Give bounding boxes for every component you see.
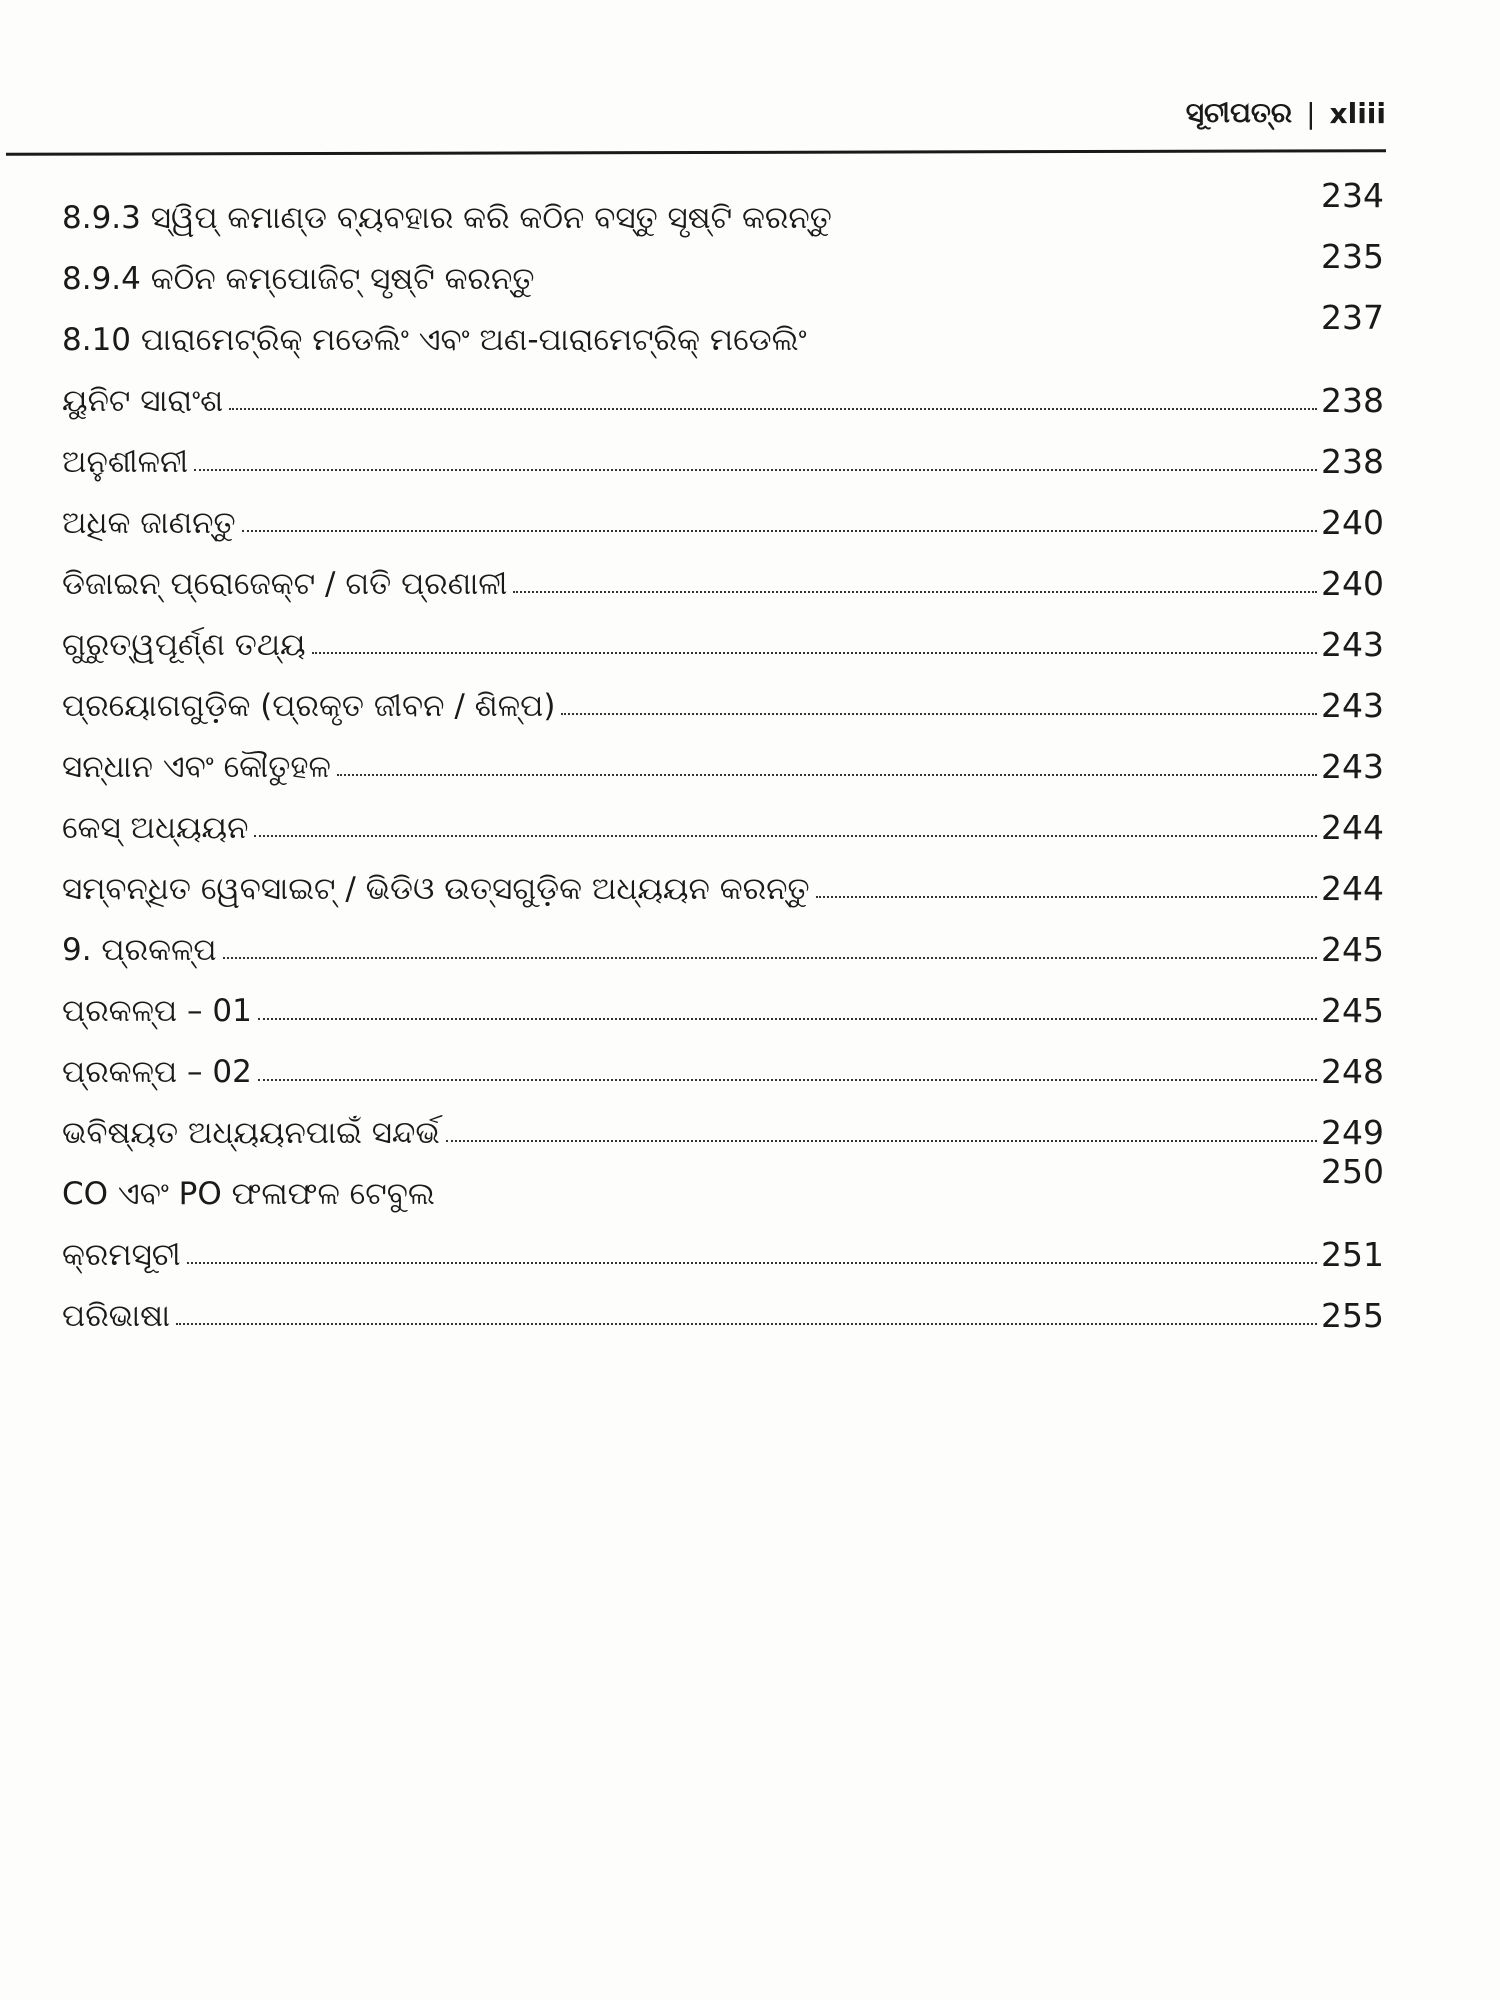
toc-entry-page: 248 xyxy=(1321,1052,1384,1091)
toc-entry-page: 245 xyxy=(1321,991,1384,1030)
toc-entry-page: 244 xyxy=(1321,869,1384,908)
header-title: ସୂଚୀପତ୍ର xyxy=(1185,96,1293,129)
toc-entry[interactable]: ପରିଭାଷା 255 xyxy=(62,1274,1384,1335)
toc-entry-label: CO ଏବଂ PO ଫଳାଫଳ ଟେବୁଲ xyxy=(62,1176,435,1212)
running-header: ସୂଚୀପତ୍ର | xliii xyxy=(1186,96,1386,130)
toc-entry-page: 235 xyxy=(1321,237,1384,276)
dot-leader xyxy=(176,1323,1317,1325)
dot-leader xyxy=(241,530,1317,532)
toc-entry-page: 238 xyxy=(1321,381,1384,420)
toc-entry[interactable]: 8.9.4 କଠିନ କମ୍ପୋଜିଟ୍ ସୃଷ୍ଟି କରନ୍ତୁ 235 xyxy=(62,237,1384,298)
header-separator: | xyxy=(1306,96,1316,130)
header-rule xyxy=(5,149,1387,156)
toc-entry[interactable]: 8.10 ପାରାମେଟ୍ରିକ୍ ମଡେଲିଂ ଏବଂ ଅଣ-ପାରାମେଟ୍… xyxy=(62,298,1384,359)
toc-entry-label: ଅଧିକ ଜାଣନ୍ତୁ xyxy=(62,505,236,541)
dot-leader xyxy=(311,652,1317,654)
toc-entry-label: ପ୍ରକଳ୍ପ – 02 xyxy=(62,1054,252,1090)
header-page-number: xliii xyxy=(1329,96,1386,130)
toc-entry-label: 9. ପ୍ରକଳ୍ପ xyxy=(62,932,217,968)
toc-entry-label: କ୍ରମସୂଚୀ xyxy=(62,1237,181,1273)
toc-entry[interactable]: ପ୍ରୟୋଗଗୁଡ଼ିକ (ପ୍ରକୃତ ଜୀବନ / ଶିଳ୍ପ) 243 xyxy=(62,664,1384,725)
toc-entry[interactable]: ଭବିଷ୍ୟତ ଅଧ୍ୟୟନପାଇଁ ସନ୍ଦର୍ଭ 249 xyxy=(62,1091,1384,1152)
toc-entry[interactable]: CO ଏବଂ PO ଫଳାଫଳ ଟେବୁଲ 250 xyxy=(62,1152,1384,1213)
toc-entry-page: 243 xyxy=(1321,686,1384,725)
toc-entry-label: ଭବିଷ୍ୟତ ଅଧ୍ୟୟନପାଇଁ ସନ୍ଦର୍ଭ xyxy=(62,1115,440,1151)
toc-entry-label: ପ୍ରୟୋଗଗୁଡ଼ିକ (ପ୍ରକୃତ ଜୀବନ / ଶିଳ୍ପ) xyxy=(62,688,556,724)
dot-leader xyxy=(229,408,1317,410)
dot-leader xyxy=(257,1018,1317,1020)
toc-entry-page: 234 xyxy=(1321,176,1384,215)
toc-entry-page: 249 xyxy=(1321,1113,1384,1152)
toc-entry[interactable]: କ୍ରମସୂଚୀ 251 xyxy=(62,1213,1384,1274)
dot-leader xyxy=(336,774,1317,776)
toc-entry-page: 240 xyxy=(1321,564,1384,603)
table-of-contents: 8.9.3 ସ୍ୱିପ୍ କମାଣ୍ଡ ବ୍ୟବହାର କରି କଠିନ ବସ୍… xyxy=(62,176,1384,1335)
toc-entry-label: ପରିଭାଷା xyxy=(62,1298,171,1334)
toc-entry-page: 237 xyxy=(1321,298,1384,337)
dot-leader xyxy=(194,469,1317,471)
toc-entry[interactable]: ପ୍ରକଳ୍ପ – 02 248 xyxy=(62,1030,1384,1091)
toc-entry-label: କେସ୍ ଅଧ୍ୟୟନ xyxy=(62,810,249,846)
toc-entry-label: ଅନୁଶୀଳନୀ xyxy=(62,444,189,480)
toc-entry[interactable]: ସନ୍ଧାନ ଏବଂ କୌତୁହଳ 243 xyxy=(62,725,1384,786)
toc-entry-label: 8.9.4 କଠିନ କମ୍ପୋଜିଟ୍ ସୃଷ୍ଟି କରନ୍ତୁ xyxy=(62,261,535,297)
dot-leader xyxy=(445,1140,1317,1142)
dot-leader xyxy=(186,1262,1317,1264)
toc-entry-label: ୟୁନିଟ ସାରାଂଶ xyxy=(62,383,224,419)
toc-entry[interactable]: ୟୁନିଟ ସାରାଂଶ 238 xyxy=(62,359,1384,420)
dot-leader xyxy=(254,835,1317,837)
toc-entry[interactable]: କେସ୍ ଅଧ୍ୟୟନ 244 xyxy=(62,786,1384,847)
toc-entry-page: 250 xyxy=(1321,1152,1384,1191)
toc-entry-label: 8.10 ପାରାମେଟ୍ରିକ୍ ମଡେଲିଂ ଏବଂ ଅଣ-ପାରାମେଟ୍… xyxy=(62,322,807,358)
toc-entry[interactable]: ସମ୍ବନ୍ଧିତ ୱେବସାଇଟ୍ / ଭିଡିଓ ଉତ୍ସଗୁଡ଼ିକ ଅଧ… xyxy=(62,847,1384,908)
toc-entry-page: 240 xyxy=(1321,503,1384,542)
toc-entry-label: 8.9.3 ସ୍ୱିପ୍ କମାଣ୍ଡ ବ୍ୟବହାର କରି କଠିନ ବସ୍… xyxy=(62,200,832,236)
toc-entry[interactable]: 9. ପ୍ରକଳ୍ପ 245 xyxy=(62,908,1384,969)
toc-entry[interactable]: 8.9.3 ସ୍ୱିପ୍ କମାଣ୍ଡ ବ୍ୟବହାର କରି କଠିନ ବସ୍… xyxy=(62,176,1384,237)
toc-entry[interactable]: ଅନୁଶୀଳନୀ 238 xyxy=(62,420,1384,481)
toc-entry-page: 243 xyxy=(1321,625,1384,664)
toc-entry-page: 255 xyxy=(1321,1296,1384,1335)
toc-entry[interactable]: ପ୍ରକଳ୍ପ – 01 245 xyxy=(62,969,1384,1030)
toc-entry-page: 244 xyxy=(1321,808,1384,847)
dot-leader xyxy=(513,591,1317,593)
toc-entry-page: 251 xyxy=(1321,1235,1384,1274)
toc-entry-page: 245 xyxy=(1321,930,1384,969)
toc-entry-page: 243 xyxy=(1321,747,1384,786)
toc-entry-page: 238 xyxy=(1321,442,1384,481)
toc-entry[interactable]: ଡିଜାଇନ୍ ପ୍ରୋଜେକ୍ଟ / ଗତି ପ୍ରଣାଳୀ 240 xyxy=(62,542,1384,603)
dot-leader xyxy=(561,713,1317,715)
toc-entry[interactable]: ଅଧିକ ଜାଣନ୍ତୁ 240 xyxy=(62,481,1384,542)
toc-entry-label: ସନ୍ଧାନ ଏବଂ କୌତୁହଳ xyxy=(62,749,331,785)
dot-leader xyxy=(222,957,1317,959)
toc-entry-label: ସମ୍ବନ୍ଧିତ ୱେବସାଇଟ୍ / ଭିଡିଓ ଉତ୍ସଗୁଡ଼ିକ ଅଧ… xyxy=(62,871,810,907)
dot-leader xyxy=(257,1079,1317,1081)
toc-entry-label: ଗୁରୁତ୍ୱପୂର୍ଣ୍ଣ ତଥ୍ୟ xyxy=(62,627,306,663)
toc-entry-label: ପ୍ରକଳ୍ପ – 01 xyxy=(62,993,252,1029)
toc-entry-label: ଡିଜାଇନ୍ ପ୍ରୋଜେକ୍ଟ / ଗତି ପ୍ରଣାଳୀ xyxy=(62,566,508,602)
dot-leader xyxy=(815,896,1317,898)
toc-entry[interactable]: ଗୁରୁତ୍ୱପୂର୍ଣ୍ଣ ତଥ୍ୟ 243 xyxy=(62,603,1384,664)
